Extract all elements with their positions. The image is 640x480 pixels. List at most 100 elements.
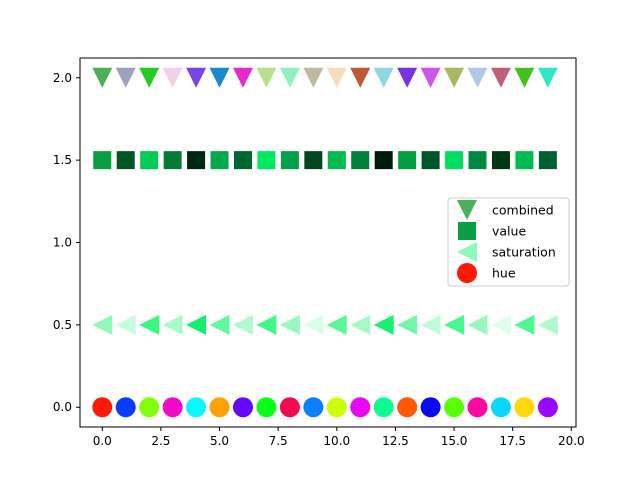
data-point (232, 314, 253, 335)
legend-marker (457, 242, 477, 262)
data-point (326, 314, 347, 335)
data-point (210, 151, 229, 170)
data-point (420, 314, 441, 335)
data-point (350, 67, 371, 88)
data-point (444, 397, 465, 418)
legend-label: value (492, 224, 526, 239)
data-point (304, 151, 323, 170)
data-point (232, 397, 253, 418)
data-point (490, 67, 511, 88)
data-point (398, 151, 417, 170)
x-tick-label: 10.0 (323, 434, 350, 448)
data-point (279, 397, 300, 418)
data-point (186, 314, 207, 335)
x-tick-label: 0.0 (93, 434, 112, 448)
legend-marker (457, 200, 477, 220)
data-point (350, 314, 371, 335)
data-point (115, 67, 136, 88)
data-point (92, 397, 113, 418)
data-point (421, 151, 440, 170)
data-point (537, 397, 558, 418)
marker-layer (92, 67, 558, 418)
data-point (373, 67, 394, 88)
y-tick-label: 2.0 (53, 71, 72, 85)
data-point (256, 314, 277, 335)
data-point (537, 67, 558, 88)
data-point (303, 314, 324, 335)
x-tick-label: 7.5 (269, 434, 288, 448)
data-point (116, 151, 135, 170)
data-point (186, 67, 207, 88)
data-point (209, 67, 230, 88)
data-point (279, 67, 300, 88)
legend-label: hue (492, 266, 516, 281)
data-point (162, 67, 183, 88)
data-point (162, 314, 183, 335)
data-point (514, 397, 535, 418)
data-point (93, 151, 112, 170)
data-point (92, 67, 113, 88)
data-point (326, 397, 347, 418)
series-hue (92, 397, 558, 418)
data-point (232, 67, 253, 88)
x-tick-label: 12.5 (382, 434, 409, 448)
y-tick-label: 0.5 (53, 318, 72, 332)
data-point (139, 314, 160, 335)
data-point (491, 151, 510, 170)
y-axis: 0.0 0.5 1.0 1.5 2.0 (53, 71, 80, 414)
data-point (140, 151, 159, 170)
data-point (303, 67, 324, 88)
x-tick-label: 20.0 (558, 434, 585, 448)
data-point (490, 397, 511, 418)
data-point (92, 314, 113, 335)
data-point (514, 314, 535, 335)
data-point (139, 67, 160, 88)
data-point (351, 151, 370, 170)
data-point (115, 397, 136, 418)
series-saturation (92, 314, 558, 335)
series-value (93, 151, 557, 170)
data-point (467, 314, 488, 335)
legend-marker (458, 222, 476, 240)
data-point (327, 151, 346, 170)
data-point (257, 151, 276, 170)
data-point (326, 67, 347, 88)
data-point (467, 397, 488, 418)
x-tick-label: 15.0 (441, 434, 468, 448)
data-point (537, 314, 558, 335)
data-point (514, 67, 535, 88)
data-point (350, 397, 371, 418)
data-point (538, 151, 557, 170)
data-point (373, 397, 394, 418)
data-point (162, 397, 183, 418)
data-point (187, 151, 206, 170)
data-point (468, 151, 487, 170)
legend-label: combined (492, 203, 554, 218)
data-point (209, 397, 230, 418)
data-point (186, 397, 207, 418)
data-point (280, 151, 299, 170)
legend: combined value saturation hue (447, 197, 570, 287)
data-point (444, 314, 465, 335)
data-point (444, 67, 465, 88)
x-tick-label: 17.5 (499, 434, 526, 448)
y-tick-label: 1.5 (53, 153, 72, 167)
data-point (397, 67, 418, 88)
legend-box (447, 197, 570, 287)
legend-label: saturation (492, 245, 556, 260)
x-axis: 0.0 2.5 5.0 7.5 10.0 12.5 15.0 17.5 20.0 (93, 427, 585, 448)
legend-marker (457, 263, 477, 283)
data-point (279, 314, 300, 335)
data-point (374, 151, 393, 170)
data-point (420, 67, 441, 88)
data-point (515, 151, 534, 170)
y-tick-label: 0.0 (53, 400, 72, 414)
data-point (467, 67, 488, 88)
data-point (256, 397, 277, 418)
x-tick-label: 2.5 (151, 434, 170, 448)
x-tick-label: 5.0 (210, 434, 229, 448)
data-point (445, 151, 464, 170)
data-point (233, 151, 252, 170)
data-point (420, 397, 441, 418)
data-point (115, 314, 136, 335)
